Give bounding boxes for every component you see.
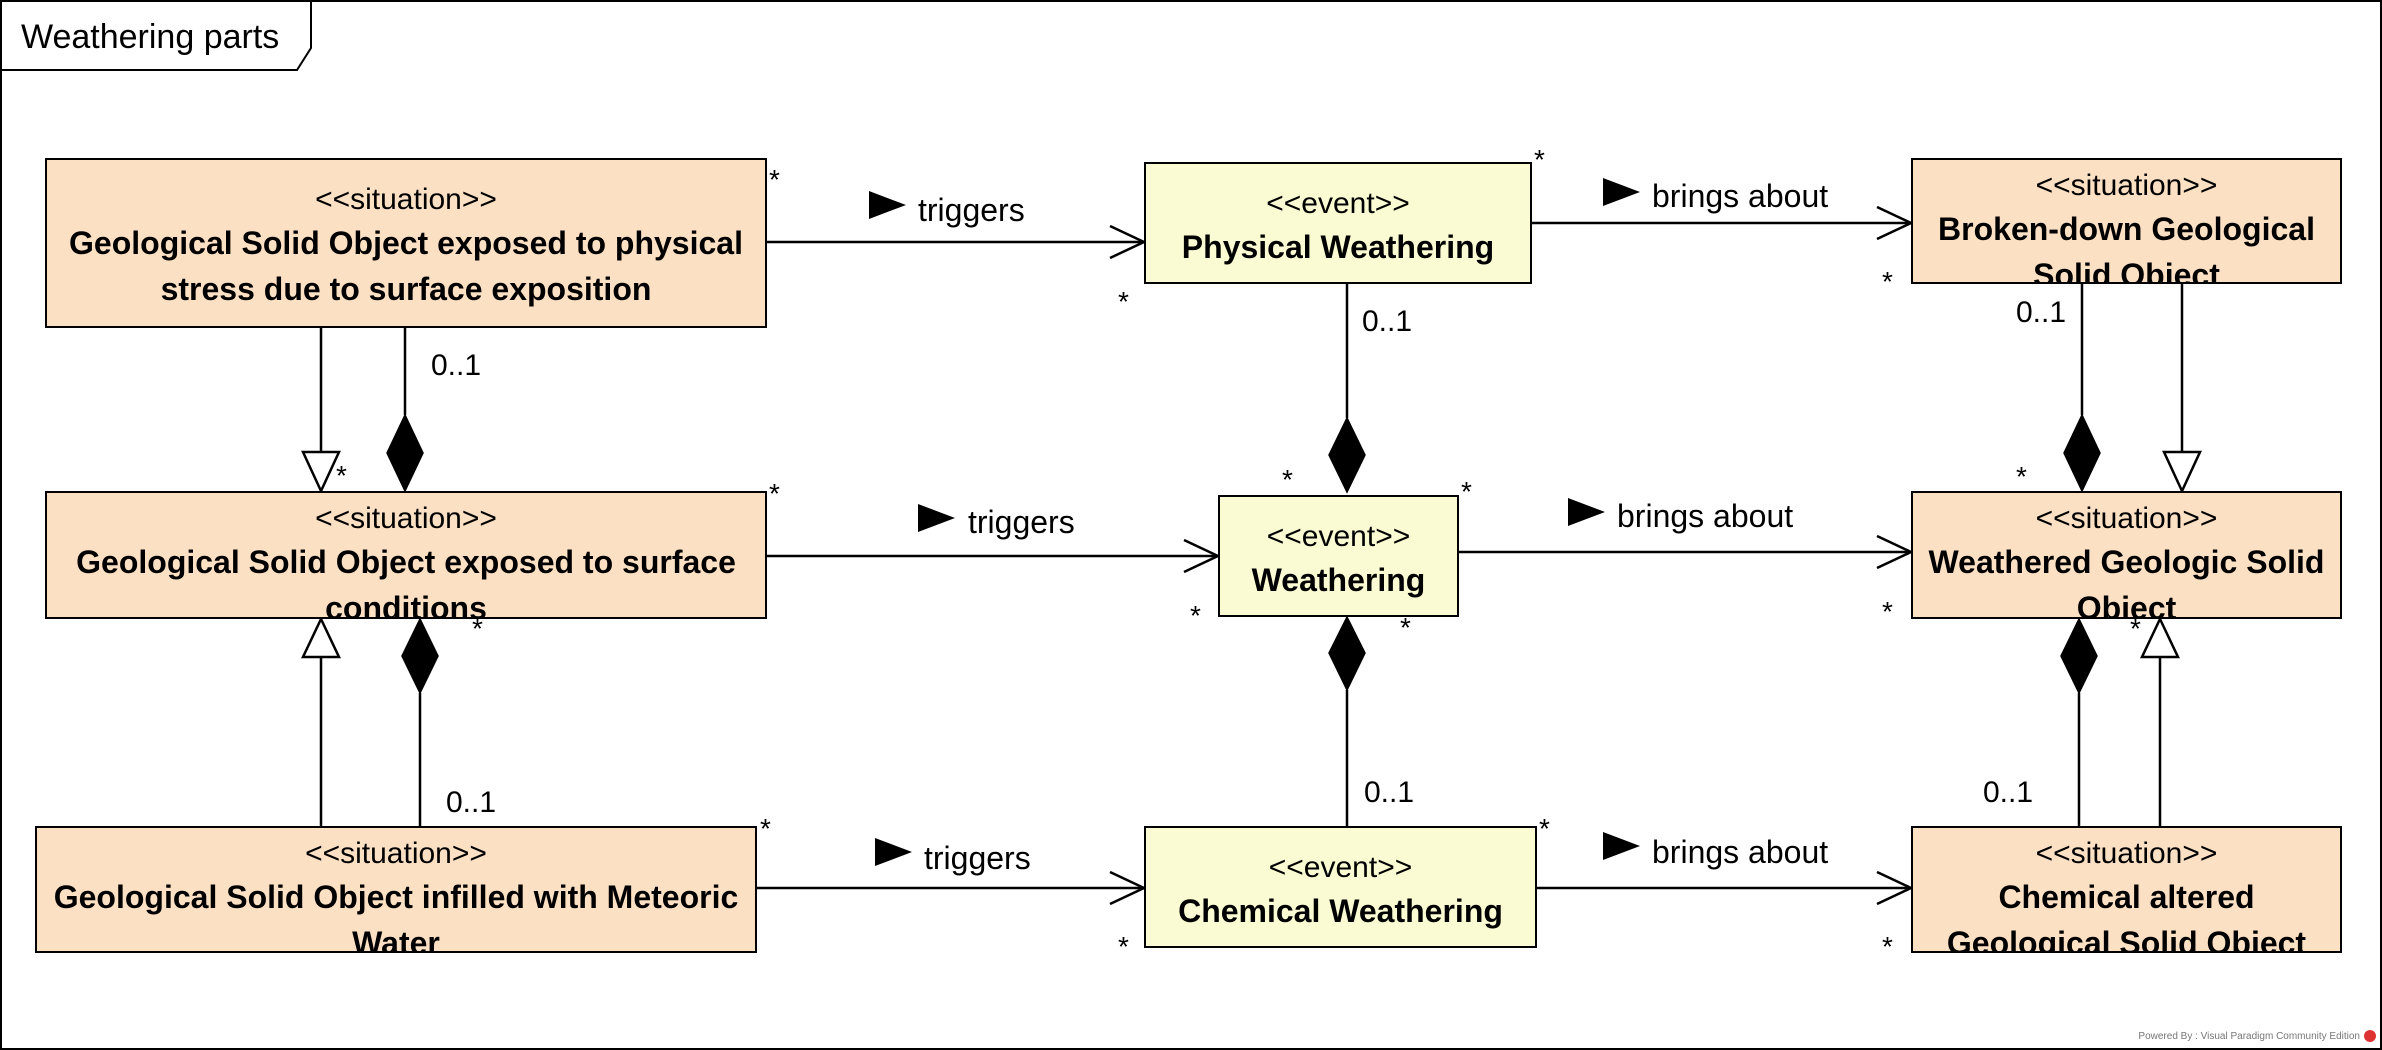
multiplicity-star: * [1534, 144, 1545, 175]
box-chemical-altered[interactable]: <<situation>> Chemical altered Geologica… [1911, 826, 2342, 953]
box-chemical-weathering[interactable]: <<event>> Chemical Weathering [1144, 826, 1537, 948]
class-name: Weathering [1251, 562, 1426, 598]
composition-diamond-center-top [1328, 416, 1366, 494]
multiplicity-star: * [760, 813, 771, 844]
class-name: Physical Weathering [1181, 229, 1495, 265]
class-name: Geological Solid Object infilled with Me… [53, 879, 739, 953]
assoc-label-brings-top: brings about [1652, 178, 1829, 214]
multiplicity-star: * [1190, 600, 1201, 631]
multiplicity-label: 0..1 [2016, 296, 2067, 329]
generalization-triangle-right-bottom [2140, 616, 2180, 659]
visual-paradigm-logo-icon [2364, 1030, 2376, 1042]
generalization-triangle-right-top [2162, 450, 2202, 494]
multiplicity-star: * [1400, 612, 1411, 643]
frame-title: Weathering parts [21, 18, 280, 56]
multiplicity-star: * [1882, 596, 1893, 627]
box-solid-exposed-surface[interactable]: <<situation>> Geological Solid Object ex… [45, 491, 767, 619]
multiplicity-star: * [1539, 813, 1550, 844]
direction-triangle-brings-top [1603, 178, 1640, 206]
multiplicity-label: 0..1 [446, 786, 497, 819]
multiplicity-label: 0..1 [431, 349, 482, 382]
multiplicity-star: * [769, 164, 780, 195]
box-weathered[interactable]: <<situation>> Weathered Geologic Solid O… [1911, 491, 2342, 619]
assoc-label-brings-bottom: brings about [1652, 834, 1829, 870]
watermark-text: Powered By : Visual Paradigm Community E… [2138, 1031, 2360, 1042]
multiplicity-star: * [2016, 461, 2027, 492]
direction-triangle-triggers-bottom [875, 838, 912, 866]
multiplicity-star: * [1118, 931, 1129, 962]
class-name: Geological Solid Object exposed to surfa… [76, 544, 736, 619]
class-name: Chemical Weathering [1178, 893, 1503, 929]
box-solid-exposed-stress[interactable]: <<situation>> Geological Solid Object ex… [45, 158, 767, 328]
box-solid-infilled[interactable]: <<situation>> Geological Solid Object in… [35, 826, 757, 953]
direction-triangle-brings-bottom [1603, 832, 1640, 860]
multiplicity-star: * [769, 478, 780, 509]
assoc-label-triggers-bottom: triggers [924, 840, 1031, 876]
stereotype-label: <<situation>> [315, 502, 497, 535]
assoc-label-brings-mid: brings about [1617, 498, 1794, 534]
direction-triangle-brings-mid [1568, 498, 1605, 526]
frame-title-tab [2, 2, 312, 71]
class-name: Chemical altered Geological Solid Object [1946, 879, 2307, 953]
class-name: Broken-down Geological Solid Object [1938, 211, 2315, 284]
generalization-triangle-left-top [301, 450, 341, 494]
direction-triangle-triggers-mid [918, 504, 955, 532]
assoc-label-triggers-top: triggers [918, 192, 1025, 228]
stereotype-label: <<situation>> [2035, 502, 2218, 535]
composition-diamond-left-bottom [401, 617, 439, 695]
multiplicity-label: 0..1 [1364, 776, 1415, 809]
multiplicity-star: * [472, 613, 483, 644]
direction-triangle-triggers-top [869, 191, 906, 219]
multiplicity-star: * [1118, 286, 1129, 317]
multiplicity-star: * [1461, 476, 1472, 507]
stereotype-label: <<situation>> [315, 183, 497, 216]
box-broken-down[interactable]: <<situation>> Broken-down Geological Sol… [1911, 158, 2342, 284]
class-name: Geological Solid Object exposed to physi… [69, 225, 743, 307]
composition-diamond-right-bottom [2060, 617, 2098, 695]
composition-diamond-right-top [2063, 413, 2101, 493]
stereotype-label: <<event>> [1266, 520, 1411, 553]
stereotype-label: <<situation>> [305, 837, 487, 870]
box-physical-weathering[interactable]: <<event>> Physical Weathering [1144, 162, 1532, 284]
stereotype-label: <<event>> [1268, 851, 1413, 884]
box-weathering[interactable]: <<event>> Weathering [1218, 495, 1459, 617]
multiplicity-star: * [1882, 931, 1893, 962]
multiplicity-star: * [336, 460, 347, 491]
generalization-triangle-left-bottom [301, 616, 341, 659]
composition-diamond-left-top [386, 413, 424, 493]
assoc-label-triggers-mid: triggers [968, 504, 1075, 540]
composition-diamond-center-bottom [1328, 615, 1366, 692]
multiplicity-star: * [1282, 464, 1293, 495]
multiplicity-label: 0..1 [1983, 776, 2034, 809]
multiplicity-star: * [2130, 613, 2141, 644]
stereotype-label: <<event>> [1266, 187, 1410, 220]
multiplicity-label: 0..1 [1362, 305, 1413, 338]
multiplicity-star: * [1882, 266, 1893, 297]
class-name: Weathered Geologic Solid Object [1928, 544, 2325, 619]
stereotype-label: <<situation>> [2035, 837, 2218, 870]
stereotype-label: <<situation>> [2035, 169, 2218, 202]
